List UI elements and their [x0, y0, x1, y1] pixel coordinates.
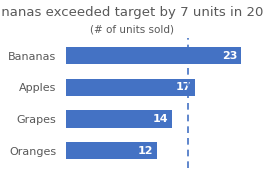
- Text: 12: 12: [138, 146, 153, 156]
- Text: (# of units sold): (# of units sold): [90, 25, 174, 35]
- Text: Bananas exceeded target by 7 units in 2011: Bananas exceeded target by 7 units in 20…: [0, 6, 264, 19]
- Bar: [66, 47, 241, 64]
- Text: 17: 17: [176, 82, 191, 92]
- Text: 14: 14: [153, 114, 169, 124]
- Bar: [66, 110, 172, 128]
- Text: 23: 23: [222, 51, 237, 61]
- Bar: [66, 142, 157, 159]
- Bar: [66, 79, 195, 96]
